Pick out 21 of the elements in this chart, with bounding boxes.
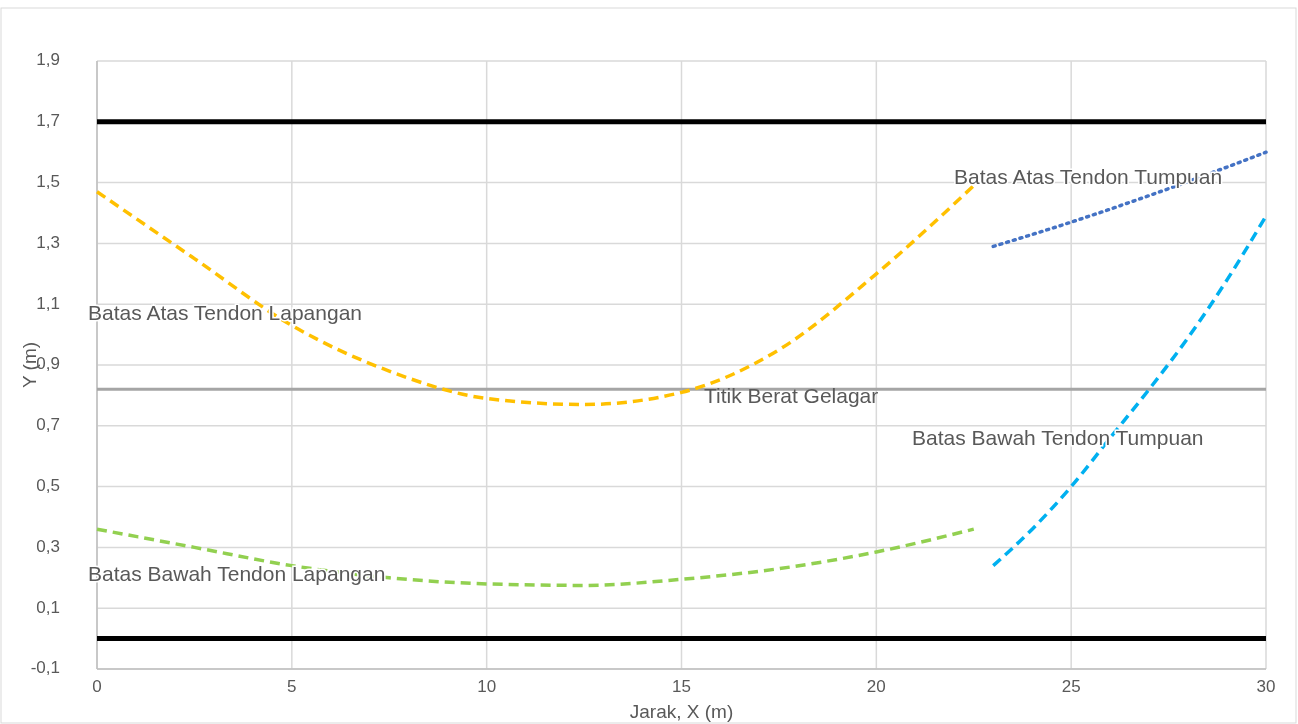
x-tick-label: 0 <box>92 677 102 696</box>
x-tick-label: 10 <box>477 677 497 696</box>
y-tick-label: 0,1 <box>36 597 60 617</box>
y-tick-label: 0,3 <box>36 536 60 556</box>
y-tick-label: 1,3 <box>36 232 60 252</box>
y-tick-label: 1,7 <box>36 111 60 131</box>
y-tick-label: 0,5 <box>36 476 60 496</box>
ref-line-label: Titik Berat Gelagar <box>704 383 879 407</box>
series-label: Batas Bawah Tendon Tumpuan <box>912 425 1204 449</box>
x-tick-label: 15 <box>672 677 691 696</box>
x-tick-label: 30 <box>1256 677 1276 696</box>
y-tick-label: -0,1 <box>30 658 60 678</box>
y-tick-label: 1,5 <box>36 172 60 192</box>
x-axis-title: Jarak, X (m) <box>629 701 734 722</box>
x-tick-label: 25 <box>1061 677 1081 696</box>
x-tick-label: 20 <box>866 677 886 696</box>
y-tick-label: 1,9 <box>36 50 60 70</box>
y-tick-label: 0,7 <box>36 415 60 435</box>
series-label: Batas Atas Tendon Lapangan <box>88 300 363 324</box>
y-tick-label: 1,1 <box>36 293 60 313</box>
x-tick-label: 5 <box>287 677 297 696</box>
